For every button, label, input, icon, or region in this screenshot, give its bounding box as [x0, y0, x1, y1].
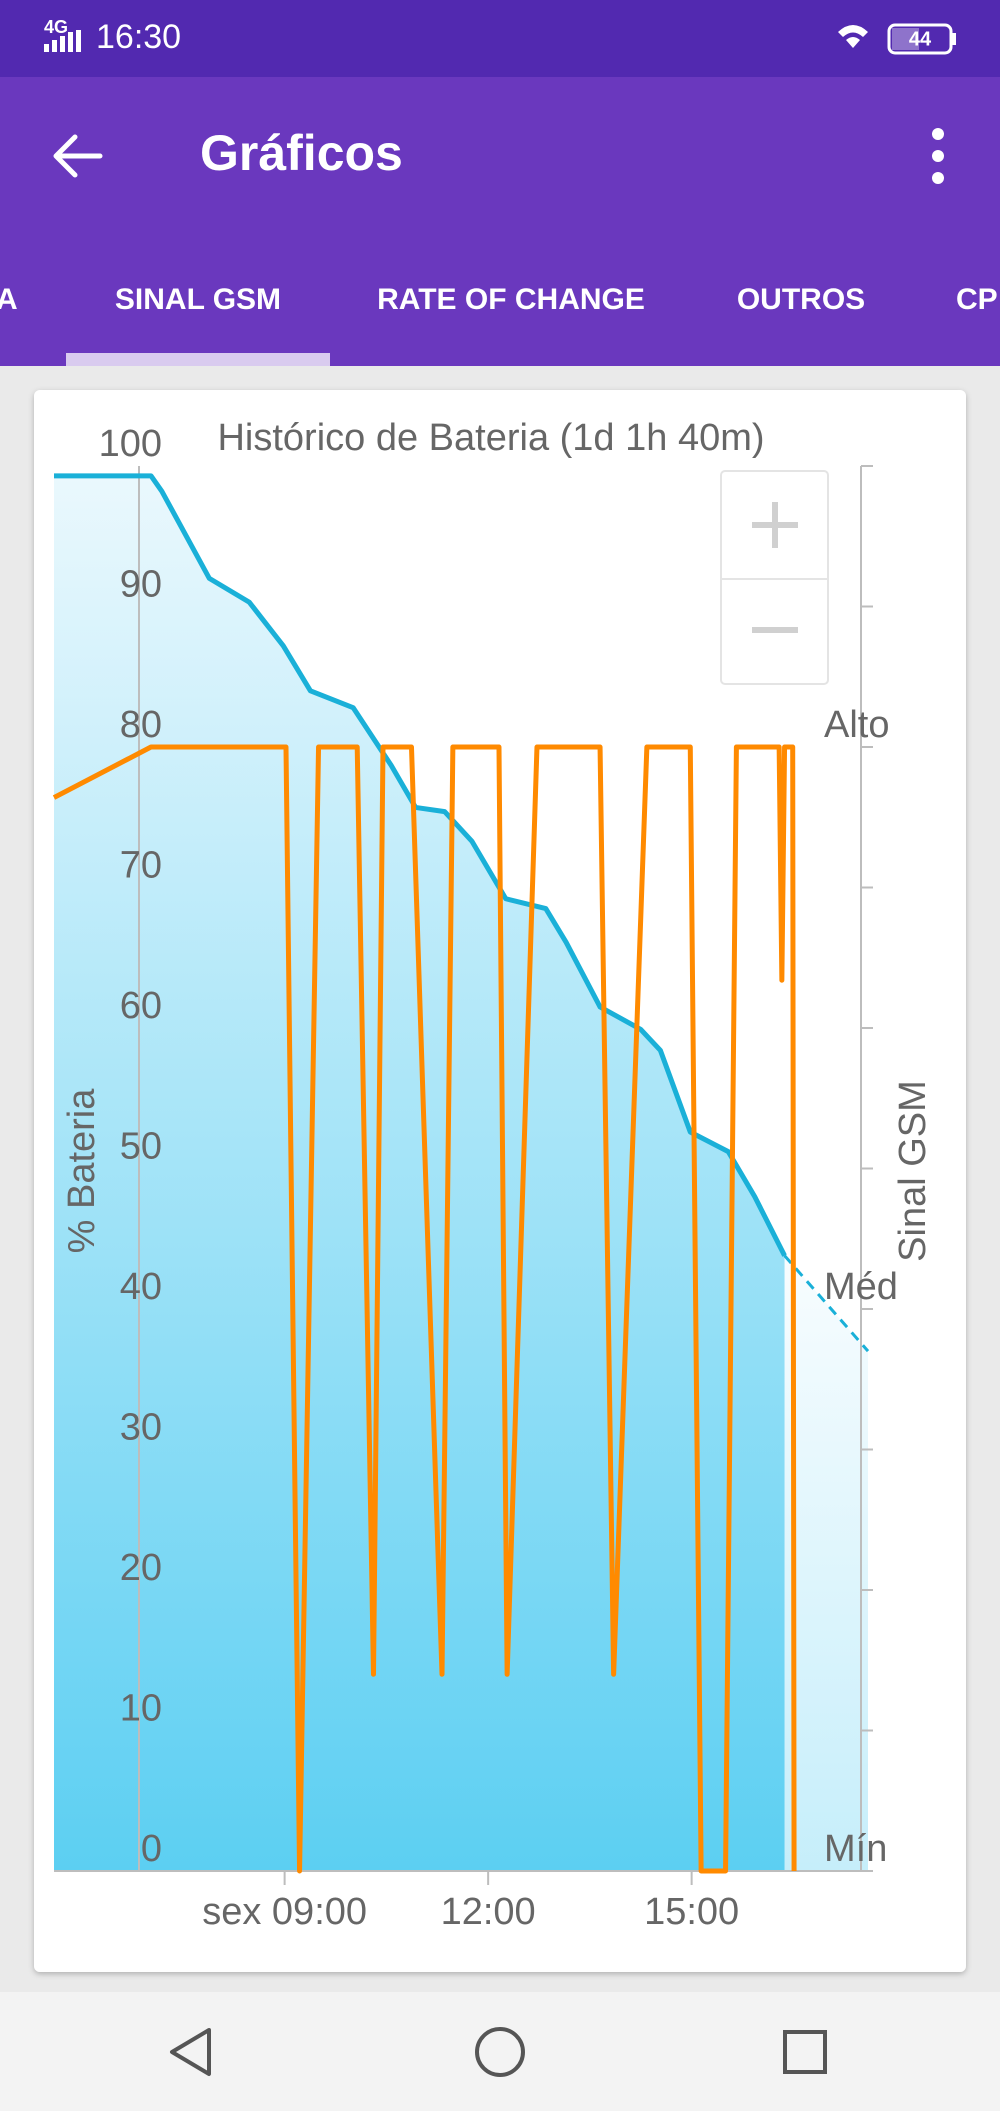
battery-tip — [952, 33, 956, 45]
y-axis-label: % Bateria — [61, 1088, 103, 1254]
y-tick-label: 90 — [120, 564, 162, 606]
tab[interactable]: RATE OF CHANGE — [377, 283, 645, 316]
y-tick-label: 40 — [120, 1266, 162, 1308]
tab[interactable]: SINAL GSM — [115, 283, 281, 316]
y-tick-label: 50 — [120, 1126, 162, 1168]
y2-axis-label: Sinal GSM — [892, 1080, 934, 1262]
nav-bar — [0, 1992, 1000, 2111]
tab[interactable]: CP — [956, 283, 998, 316]
y-tick-label: 20 — [120, 1547, 162, 1589]
app-title: Gráficos — [200, 125, 403, 181]
nav-recents[interactable] — [783, 2030, 827, 2074]
network-type: 4G — [44, 17, 68, 37]
y-tick-label: 80 — [120, 704, 162, 746]
app-bar — [0, 77, 1000, 366]
y-tick-label: 0 — [141, 1828, 162, 1870]
battery-text: 44 — [909, 28, 932, 50]
battery-level — [892, 28, 919, 50]
nav-home[interactable] — [475, 2027, 525, 2077]
battery-area — [784, 1255, 868, 1871]
chart: 0 10 20 30 40 50 60 70 80 90 100 Mín Méd Alto sex 09:0… — [52, 417, 934, 1933]
battery-area — [54, 475, 785, 1872]
gsm-line — [52, 744, 797, 1874]
zoom-in[interactable] — [752, 502, 798, 548]
tab-bar: A SINAL GSM RATE OF CHANGE OUTROS CP — [0, 283, 998, 366]
y2-tick-label: Méd — [824, 1266, 898, 1308]
battery-line — [783, 1254, 870, 1353]
tab[interactable]: OUTROS — [737, 283, 865, 316]
y-tick-label: 70 — [120, 845, 162, 887]
y-tick-label: 30 — [120, 1407, 162, 1449]
y2-tick-label: Alto — [824, 704, 889, 746]
y-tick-label: 60 — [120, 985, 162, 1027]
y-tick-label: 10 — [120, 1688, 162, 1730]
y-tick-label: 100 — [99, 423, 162, 465]
tab-indicator — [66, 353, 330, 366]
wifi-icon — [838, 25, 868, 48]
x-tick-label: 15:00 — [644, 1891, 739, 1933]
zoom-controls — [720, 470, 829, 685]
x-tick-label: sex 09:00 — [202, 1891, 367, 1933]
nav-back[interactable] — [170, 2028, 211, 2076]
clock: 16:30 — [96, 18, 181, 56]
x-tick-label: 12:00 — [441, 1891, 536, 1933]
signal-icon — [44, 30, 81, 52]
battery-icon — [887, 23, 953, 55]
menu-button[interactable] — [932, 128, 944, 184]
y2-tick-label: Mín — [824, 1828, 887, 1870]
status-bar — [0, 0, 1000, 77]
chart-title: Histórico de Bateria (1d 1h 40m) — [217, 417, 764, 459]
back-button[interactable] — [53, 134, 103, 178]
tab[interactable]: A — [0, 283, 18, 316]
battery-line — [54, 473, 787, 1257]
